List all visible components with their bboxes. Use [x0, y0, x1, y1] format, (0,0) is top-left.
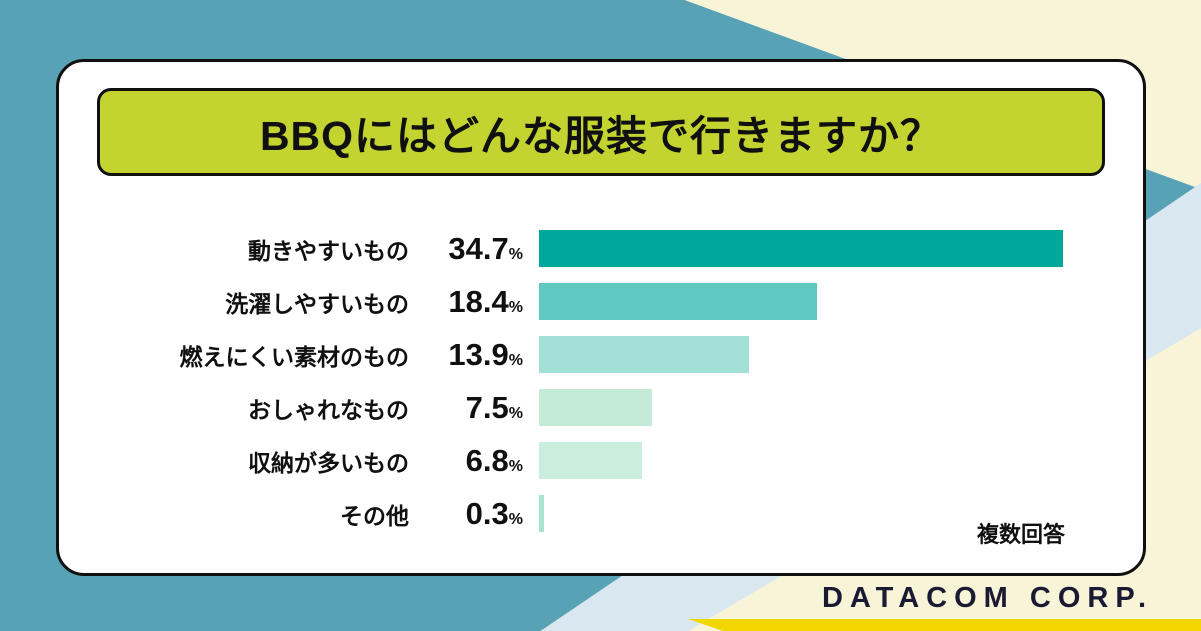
- chart-row: 洗濯しやすいもの 18.4%: [59, 283, 1103, 320]
- bar-chart: 動きやすいもの 34.7% 洗濯しやすいもの 18.4% 燃えにくい素材のもの …: [59, 230, 1103, 548]
- category-label: 収納が多いもの: [248, 449, 409, 476]
- category-label: おしゃれなもの: [248, 396, 409, 423]
- yellow-accent-bar: [688, 619, 1201, 631]
- brand-logo-text: DATACOM CORP.: [821, 582, 1153, 614]
- chart-row: その他 0.3%: [59, 495, 1103, 532]
- chart-card: BBQにはどんな服装で行きますか？ 動きやすいもの 34.7% 洗濯しやすいもの…: [56, 59, 1146, 576]
- bar: [539, 230, 1063, 267]
- value-label: 18.4%: [409, 284, 539, 320]
- value-number: 13.9: [448, 336, 509, 372]
- value-number: 7.5: [465, 389, 509, 425]
- multiple-answer-note: 複数回答: [976, 522, 1065, 547]
- bar: [539, 389, 653, 426]
- value-number: 18.4: [448, 283, 509, 319]
- category-label: 洗濯しやすいもの: [225, 290, 409, 317]
- bar-track: [539, 442, 1103, 479]
- value-label: 6.8%: [409, 443, 539, 479]
- title-banner: BBQにはどんな服装で行きますか？: [97, 88, 1105, 176]
- percent-sign: %: [508, 245, 523, 263]
- chart-row: おしゃれなもの 7.5%: [59, 389, 1103, 426]
- bar-track: [539, 389, 1103, 426]
- value-label: 13.9%: [409, 337, 539, 373]
- value-number: 6.8: [465, 442, 509, 478]
- bar-track: [539, 283, 1103, 320]
- percent-sign: %: [508, 404, 523, 422]
- bar: [539, 283, 817, 320]
- chart-row: 動きやすいもの 34.7%: [59, 230, 1103, 267]
- category-label: 動きやすいもの: [248, 237, 409, 264]
- percent-sign: %: [508, 457, 523, 475]
- percent-sign: %: [508, 351, 523, 369]
- percent-sign: %: [508, 510, 523, 528]
- bar: [539, 442, 642, 479]
- chart-row: 収納が多いもの 6.8%: [59, 442, 1103, 479]
- bar-track: [539, 336, 1103, 373]
- value-number: 34.7: [448, 230, 509, 266]
- value-number: 0.3: [465, 495, 509, 531]
- page-title: BBQにはどんな服装で行きますか？: [259, 113, 943, 159]
- value-label: 7.5%: [409, 390, 539, 426]
- value-label: 0.3%: [409, 496, 539, 532]
- category-label: 燃えにくい素材のもの: [179, 343, 409, 370]
- value-label: 34.7%: [409, 231, 539, 267]
- bar: [539, 495, 544, 532]
- bar-track: [539, 230, 1103, 267]
- chart-row: 燃えにくい素材のもの 13.9%: [59, 336, 1103, 373]
- category-label: その他: [340, 502, 409, 529]
- bar-track: [539, 495, 1103, 532]
- percent-sign: %: [508, 298, 523, 316]
- bar: [539, 336, 749, 373]
